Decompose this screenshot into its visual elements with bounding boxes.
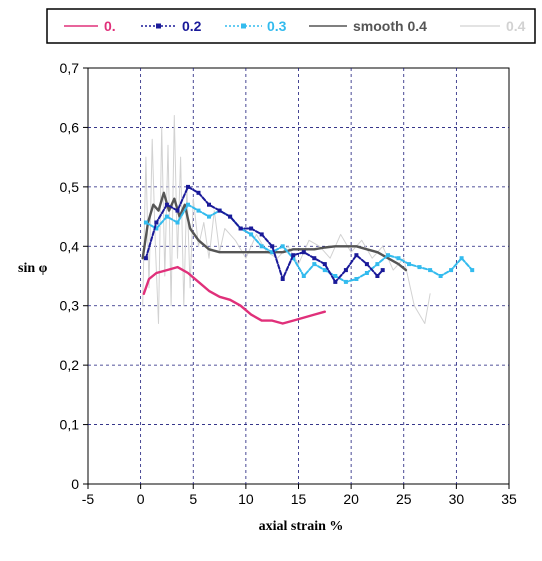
series-2-point-21 xyxy=(364,271,369,275)
plot-area: -5 0 5 10 15 20 25 30 35 00,10,20,30,40,50,60,7 xyxy=(60,60,517,507)
series-1-point-17 xyxy=(322,262,327,267)
y-tick-label-3: 0,3 xyxy=(60,298,80,314)
series-2-point-0 xyxy=(143,220,148,225)
series-1-point-22 xyxy=(375,274,380,278)
series-2-point-14 xyxy=(291,256,296,261)
series-1-point-10 xyxy=(249,226,254,231)
series-1-point-7 xyxy=(217,208,222,213)
series-2-point-12 xyxy=(270,250,275,255)
series-2-point-27 xyxy=(428,268,433,273)
series-1-point-14 xyxy=(291,253,296,258)
x-axis-title: axial strain % xyxy=(259,519,344,534)
series-2-point-30 xyxy=(459,256,464,261)
y-tick-label-6: 0,6 xyxy=(60,119,80,135)
legend-item-0-3: 0.3 xyxy=(225,18,287,34)
legend-marker-0-3 xyxy=(241,23,246,29)
series-1-point-12 xyxy=(270,244,275,249)
series-1-point-8 xyxy=(228,214,233,219)
x-tick-label-5: 20 xyxy=(343,491,359,507)
series-1-point-13 xyxy=(280,277,285,281)
y-tick-label-5: 0,5 xyxy=(60,179,80,195)
y-tick-labels: 0 0,1 0,2 0,3 0,4 0,5 0,6 0,7 xyxy=(60,60,80,492)
series-1-point-3 xyxy=(175,208,180,213)
series-0 xyxy=(142,265,326,325)
series-2-point-4 xyxy=(186,202,190,207)
series-line-1 xyxy=(144,185,384,283)
series-2-point-3 xyxy=(175,220,180,225)
series-1-point-11 xyxy=(259,232,264,237)
series-2 xyxy=(143,202,475,284)
series-2-point-11 xyxy=(259,244,264,249)
series-line-0 xyxy=(142,265,326,325)
series-1-point-5 xyxy=(196,190,201,195)
series-2-point-13 xyxy=(280,244,285,249)
series-1-point-21 xyxy=(364,262,369,267)
x-tick-label-2: 5 xyxy=(189,491,197,507)
series-2-point-22 xyxy=(375,262,380,267)
series-1-point-2 xyxy=(164,202,169,207)
series-2-point-1 xyxy=(154,226,159,231)
series-2-point-2 xyxy=(164,214,169,219)
series-2-point-15 xyxy=(301,274,306,278)
data-series xyxy=(141,115,475,325)
x-tick-label-7: 30 xyxy=(449,491,465,507)
series-2-point-29 xyxy=(449,268,454,273)
x-tick-label-6: 25 xyxy=(396,491,412,507)
legend-label-0-2: 0.2 xyxy=(182,18,202,34)
y-tick-label-4: 0,4 xyxy=(60,238,80,254)
x-tick-label-0: -5 xyxy=(82,491,95,507)
series-1-point-9 xyxy=(238,226,243,231)
series-2-point-17 xyxy=(322,268,327,273)
series-1-point-15 xyxy=(301,250,306,255)
series-line-3 xyxy=(141,191,408,272)
grid-lines xyxy=(83,67,510,489)
series-2-point-18 xyxy=(333,274,338,278)
y-tick-label-1: 0,1 xyxy=(60,417,80,433)
series-2-point-28 xyxy=(438,274,443,278)
series-2-point-16 xyxy=(312,262,317,267)
series-1-point-6 xyxy=(207,202,211,207)
y-tick-label-0: 0 xyxy=(71,476,79,492)
x-tick-label-4: 15 xyxy=(291,491,307,507)
series-3 xyxy=(141,191,408,272)
series-2-point-5 xyxy=(196,208,201,213)
series-1-point-19 xyxy=(343,268,348,273)
series-1-point-20 xyxy=(354,253,359,258)
series-2-point-19 xyxy=(343,279,348,284)
legend-label-0: 0. xyxy=(104,18,116,34)
x-tick-label-1: 0 xyxy=(137,491,145,507)
y-tick-label-2: 0,2 xyxy=(60,357,80,373)
legend-item-0-2: 0.2 xyxy=(141,18,202,34)
x-tick-label-8: 35 xyxy=(501,491,517,507)
series-1-point-16 xyxy=(312,256,317,261)
series-1-point-0 xyxy=(143,256,148,261)
legend-box xyxy=(46,8,536,44)
series-1-point-18 xyxy=(333,279,338,284)
series-2-point-24 xyxy=(396,256,401,261)
legend-item-0-4: 0.4 xyxy=(460,18,526,34)
series-1-point-1 xyxy=(154,220,159,225)
series-2-point-23 xyxy=(386,253,390,258)
series-2-point-25 xyxy=(407,262,411,267)
legend-label-0-3: 0.3 xyxy=(267,18,287,34)
series-2-point-31 xyxy=(470,268,475,273)
series-2-point-10 xyxy=(249,232,254,237)
series-2-point-26 xyxy=(417,265,422,270)
y-axis-title: sin φ xyxy=(18,261,48,276)
legend-item-0: 0. xyxy=(64,18,116,34)
series-2-point-6 xyxy=(207,214,211,219)
x-tick-label-3: 10 xyxy=(238,491,254,507)
legend-label-0-4: 0.4 xyxy=(506,18,526,34)
x-tick-labels: -5 0 5 10 15 20 25 30 35 xyxy=(82,491,517,507)
chart-legend: 0. 0.2 0.3 smooth 0.4 0.4 xyxy=(46,8,536,44)
y-tick-label-7: 0,7 xyxy=(60,60,80,76)
legend-label-smooth-0-4: smooth 0.4 xyxy=(353,18,427,34)
legend-item-smooth-0-4: smooth 0.4 xyxy=(309,18,427,34)
legend-marker-0-2 xyxy=(156,23,161,29)
series-1 xyxy=(143,184,385,284)
series-1-point-23 xyxy=(380,268,385,273)
series-1-point-4 xyxy=(186,184,190,189)
series-2-point-20 xyxy=(354,277,359,281)
